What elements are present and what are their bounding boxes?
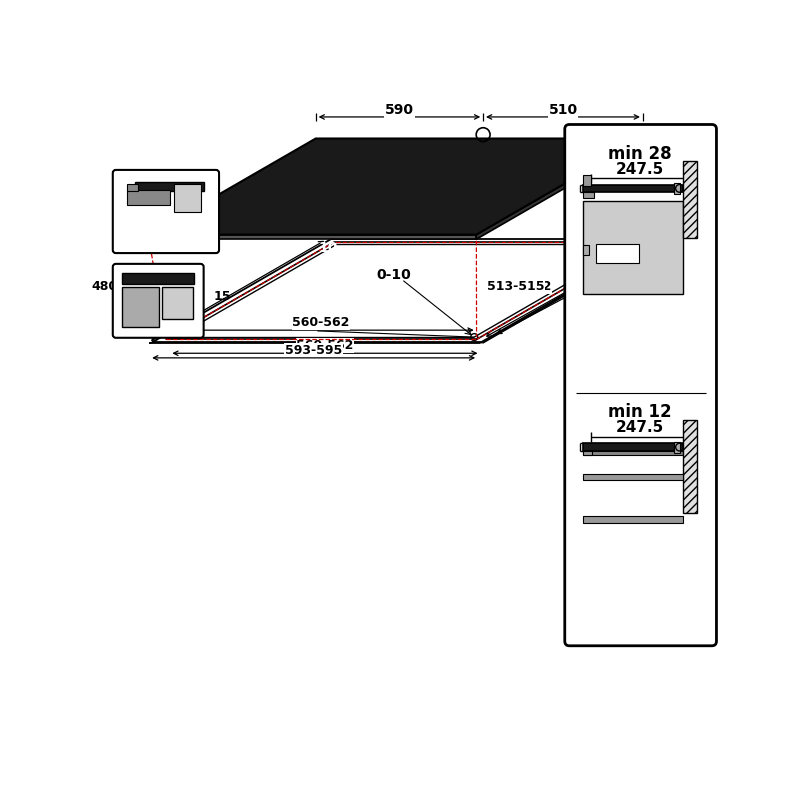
Text: 10: 10 [318,242,338,255]
Text: 15: 15 [306,344,323,357]
Bar [583,443,683,451]
FancyBboxPatch shape [565,125,717,646]
Bar [683,162,698,238]
Bar [583,451,683,455]
Bar [583,192,594,198]
Text: 247.5: 247.5 [616,162,664,177]
Text: 0-10: 0-10 [377,268,411,282]
Bar [674,442,680,453]
Polygon shape [150,138,643,234]
Text: 100: 100 [487,280,513,294]
Bar [583,185,683,192]
Text: 247.5: 247.5 [616,420,664,435]
Text: 560-562: 560-562 [292,316,350,329]
Polygon shape [150,234,476,239]
Text: 593-595: 593-595 [285,344,342,357]
Text: 10: 10 [694,458,711,471]
Bar [174,184,201,211]
Bar [162,287,193,319]
Text: min 12: min 12 [609,403,672,422]
Text: 10: 10 [118,230,135,243]
Text: 50: 50 [662,282,679,295]
Bar [583,451,593,455]
FancyBboxPatch shape [113,170,219,253]
FancyBboxPatch shape [113,264,204,338]
Text: 20: 20 [697,334,714,346]
Bar [674,183,680,194]
Text: 480-492: 480-492 [494,280,551,294]
Text: 590: 590 [385,103,414,117]
Bar [583,245,590,255]
Text: 480-492: 480-492 [91,281,148,294]
Text: 60: 60 [694,492,711,505]
Bar [127,190,170,206]
Text: 560-562: 560-562 [296,339,354,352]
Text: 6: 6 [122,180,131,194]
Bar [122,287,159,327]
Text: 510: 510 [549,103,578,117]
Bar [583,517,683,522]
Bar [683,420,698,513]
Bar [122,273,194,284]
Text: 513-515: 513-515 [486,280,544,294]
Bar [596,244,638,263]
Text: 15: 15 [214,290,231,303]
Bar [135,182,205,191]
Bar [583,474,683,480]
Text: 11.5: 11.5 [293,318,324,331]
Text: min 28: min 28 [609,145,672,162]
Text: 35: 35 [622,222,641,235]
Bar [583,202,683,294]
Polygon shape [476,138,643,239]
Bar [127,184,138,191]
Bar [583,175,591,186]
Text: 20: 20 [697,570,714,582]
